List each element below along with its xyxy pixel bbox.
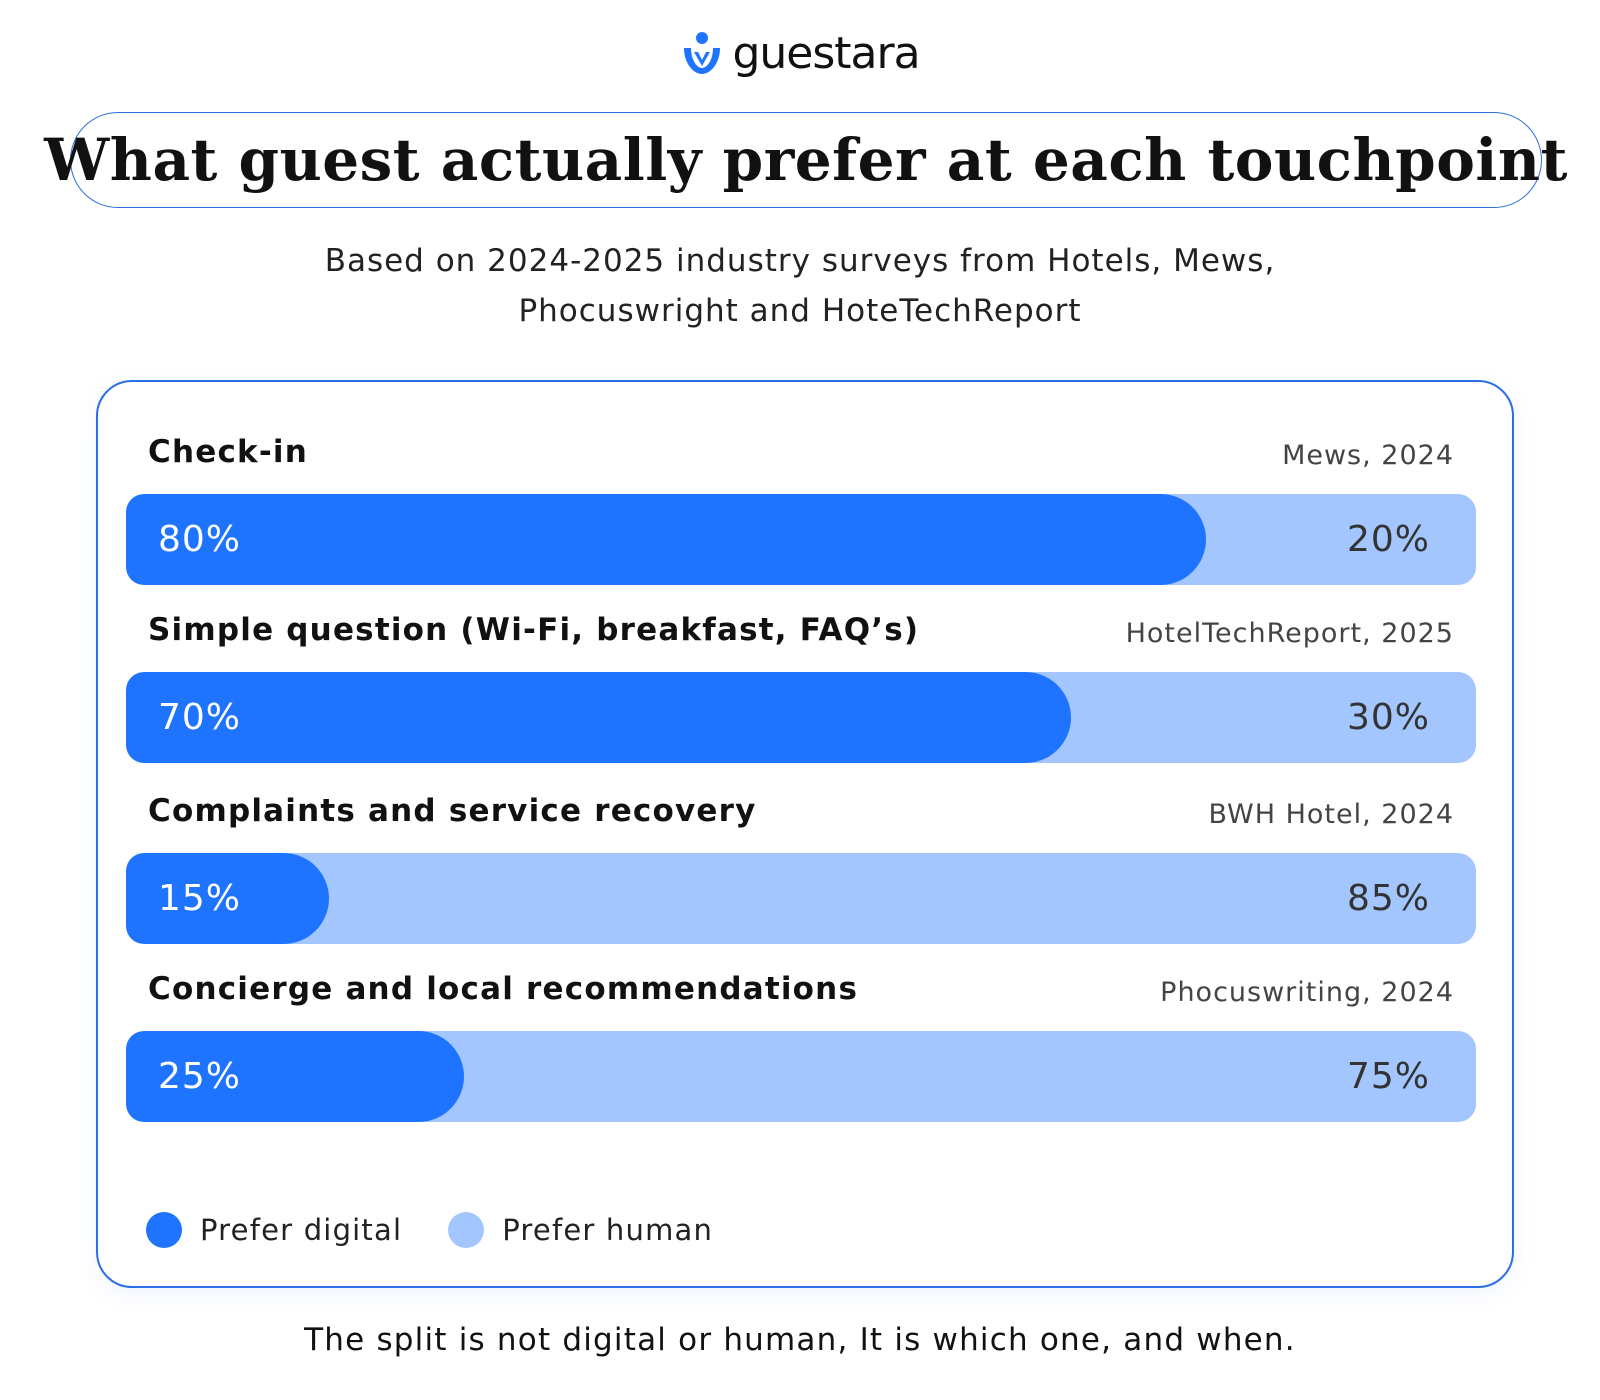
bar-human: 25% 75% (126, 1031, 1476, 1122)
subtitle: Based on 2024-2025 industry surveys from… (0, 236, 1600, 336)
bar-human: 70% 30% (126, 672, 1476, 763)
page-title: What guest actually prefer at each touch… (44, 126, 1568, 194)
legend-dot-digital (146, 1212, 182, 1248)
subtitle-line-2: Phocuswright and HoteTechReport (518, 293, 1082, 329)
legend-item-digital: Prefer digital (146, 1212, 402, 1248)
source-label: Mews, 2024 (1282, 440, 1454, 471)
legend-label-human: Prefer human (502, 1213, 714, 1247)
bar-human: 80% 20% (126, 494, 1476, 585)
bar-digital (126, 1031, 464, 1122)
title-box: What guest actually prefer at each touch… (44, 112, 1567, 208)
value-label-human: 75% (1346, 1056, 1430, 1097)
brand-name: guestara (732, 28, 920, 79)
legend-item-human: Prefer human (448, 1212, 713, 1248)
value-label-digital: 15% (158, 878, 242, 919)
bar-digital (126, 853, 329, 944)
brand: guestara (0, 30, 1600, 78)
bar-digital (126, 494, 1206, 585)
category-label: Check-in (148, 434, 308, 470)
source-label: Phocuswriting, 2024 (1160, 977, 1454, 1008)
chart-row: Complaints and service recovery BWH Hotel… (98, 793, 1512, 953)
value-label-human: 20% (1346, 519, 1430, 560)
legend: Prefer digital Prefer human (146, 1212, 713, 1248)
value-label-digital: 80% (158, 519, 242, 560)
subtitle-line-1: Based on 2024-2025 industry surveys from… (324, 243, 1276, 279)
category-label: Simple question (Wi-Fi, breakfast, FAQ’s… (148, 612, 920, 648)
chart-row: Check-in Mews, 2024 80% 20% (98, 434, 1512, 594)
source-label: BWH Hotel, 2024 (1208, 799, 1454, 830)
chart-row: Concierge and local recommendations Phocu… (98, 971, 1512, 1131)
bar-human: 15% 85% (126, 853, 1476, 944)
category-label: Complaints and service recovery (148, 793, 757, 829)
value-label-human: 30% (1346, 697, 1430, 738)
value-label-digital: 25% (158, 1056, 242, 1097)
chart-card: Check-in Mews, 2024 80% 20% Simple question … (96, 380, 1514, 1288)
chart-row: Simple question (Wi-Fi, breakfast, FAQ’s… (98, 612, 1512, 772)
value-label-digital: 70% (158, 697, 242, 738)
value-label-human: 85% (1346, 878, 1430, 919)
source-label: HotelTechReport, 2025 (1125, 618, 1454, 649)
category-label: Concierge and local recommendations (148, 971, 859, 1007)
footer-note: The split is not digital or human, It is… (304, 1322, 1296, 1358)
person-heart-icon (684, 32, 721, 74)
bar-digital (126, 672, 1071, 763)
legend-label-digital: Prefer digital (200, 1213, 403, 1247)
legend-dot-human (448, 1212, 485, 1248)
